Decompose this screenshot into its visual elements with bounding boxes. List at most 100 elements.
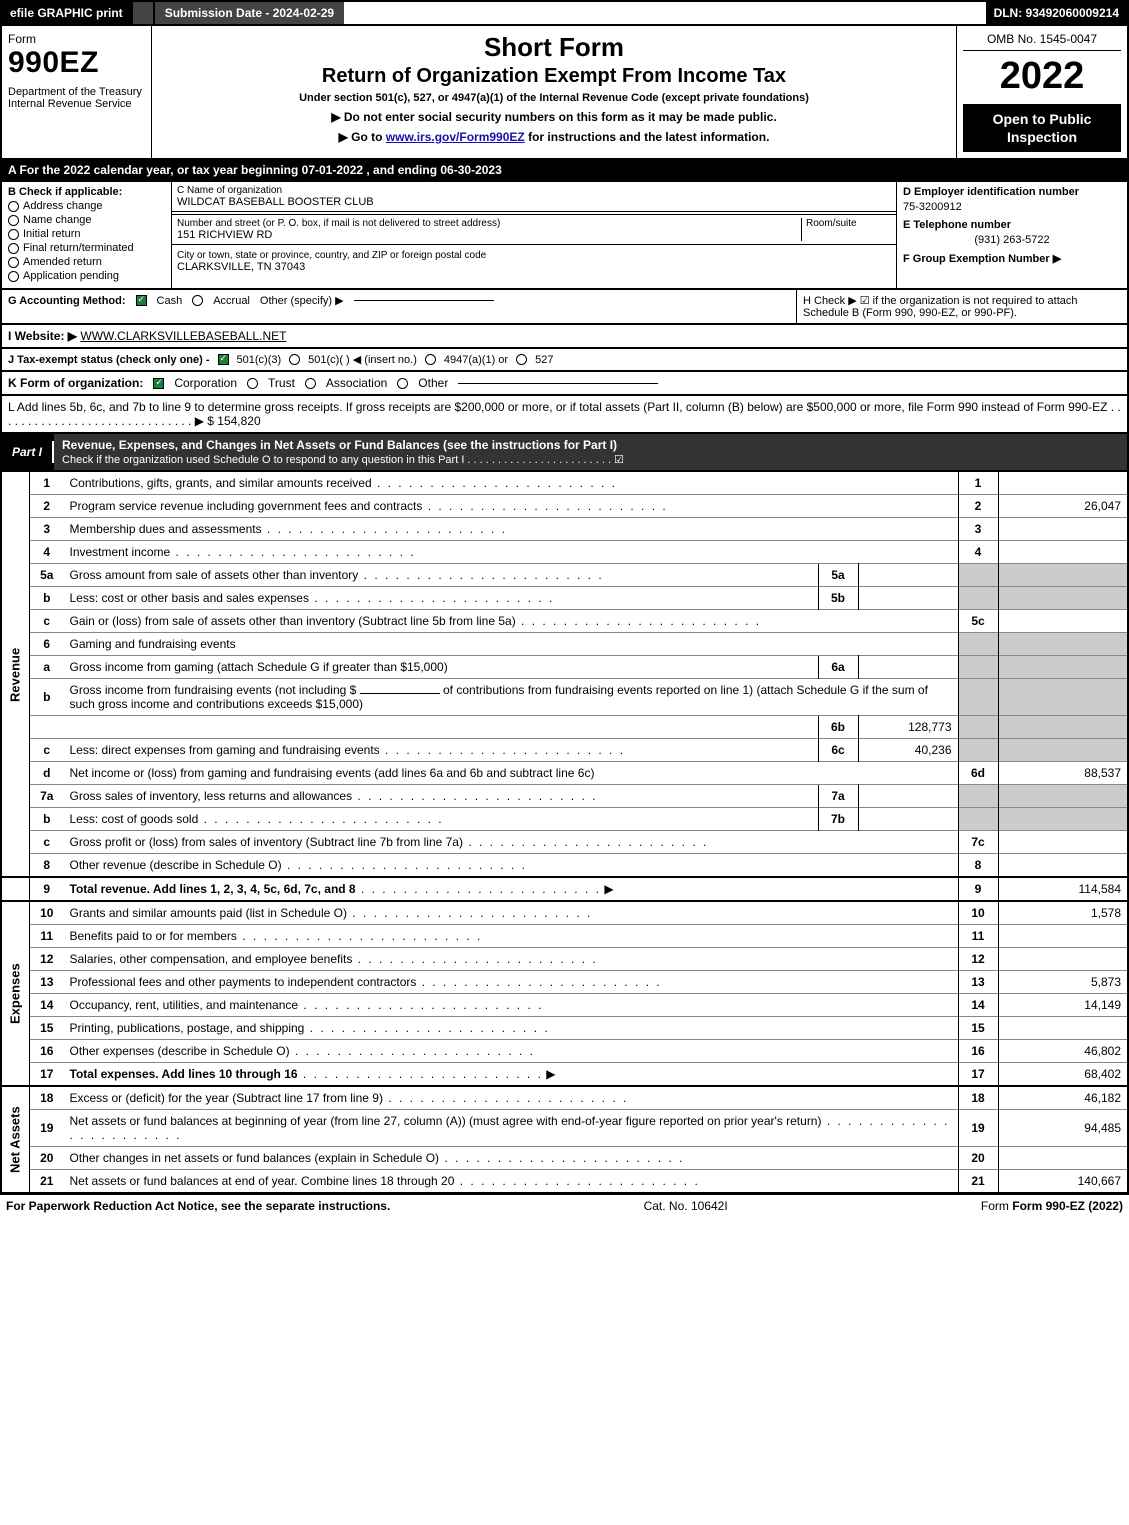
num-17: 17 <box>958 1063 998 1087</box>
chk-address-change[interactable] <box>8 201 19 212</box>
val-15 <box>998 1017 1128 1040</box>
chk-other-org[interactable] <box>397 378 408 389</box>
ln-21: 21 <box>30 1170 64 1194</box>
chk-initial-return[interactable] <box>8 229 19 240</box>
inval-7b <box>858 808 958 831</box>
chk-name-change[interactable] <box>8 215 19 226</box>
k-label: K Form of organization: <box>8 376 143 390</box>
row-k: K Form of organization: Corporation Trus… <box>0 372 1129 396</box>
dln: DLN: 93492060009214 <box>986 2 1127 24</box>
ln-20: 20 <box>30 1147 64 1170</box>
lbl-accrual: Accrual <box>213 295 250 307</box>
ln-5b: b <box>30 587 64 610</box>
val-9: 114,584 <box>998 877 1128 901</box>
form-header: Form 990EZ Department of the Treasury In… <box>0 26 1129 160</box>
inval-5a <box>858 564 958 587</box>
innum-6b: 6b <box>818 716 858 739</box>
lbl-address-change: Address change <box>23 200 103 212</box>
section-revenue: Revenue <box>1 472 30 877</box>
lbl-527: 527 <box>535 354 553 366</box>
chk-corp[interactable] <box>153 378 164 389</box>
shade-5a <box>958 564 998 587</box>
ln-7c: c <box>30 831 64 854</box>
chk-501c3[interactable] <box>218 354 229 365</box>
ln-6c: c <box>30 739 64 762</box>
chk-assoc[interactable] <box>305 378 316 389</box>
efile-label[interactable]: efile GRAPHIC print <box>2 2 131 24</box>
desc-6a: Gross income from gaming (attach Schedul… <box>64 656 819 679</box>
addr-label: Number and street (or P. O. box, if mail… <box>177 218 801 229</box>
desc-6: Gaming and fundraising events <box>64 633 959 656</box>
desc-20: Other changes in net assets or fund bala… <box>70 1151 685 1165</box>
page-footer: For Paperwork Reduction Act Notice, see … <box>0 1194 1129 1217</box>
val-14: 14,149 <box>998 994 1128 1017</box>
ln-12: 12 <box>30 948 64 971</box>
submission-date-2: Submission Date - 2024-02-29 <box>153 2 344 24</box>
lbl-other-method: Other (specify) ▶ <box>260 294 344 307</box>
ein-value: 75-3200912 <box>903 201 1121 213</box>
lbl-cash: Cash <box>157 295 183 307</box>
lbl-4947: 4947(a)(1) or <box>444 354 508 366</box>
innum-7b: 7b <box>818 808 858 831</box>
lbl-application-pending: Application pending <box>23 270 119 282</box>
other-method-input[interactable] <box>354 300 494 301</box>
val-8 <box>998 854 1128 878</box>
chk-4947[interactable] <box>425 354 436 365</box>
num-20: 20 <box>958 1147 998 1170</box>
val-17: 68,402 <box>998 1063 1128 1087</box>
desc-15: Printing, publications, postage, and shi… <box>70 1021 550 1035</box>
ln-17: 17 <box>30 1063 64 1087</box>
lbl-final-return: Final return/terminated <box>23 242 134 254</box>
val-11 <box>998 925 1128 948</box>
chk-final-return[interactable] <box>8 243 19 254</box>
chk-amended-return[interactable] <box>8 257 19 268</box>
val-3 <box>998 518 1128 541</box>
city-state-zip: CLARKSVILLE, TN 37043 <box>177 261 891 273</box>
contrib-input[interactable] <box>360 693 440 694</box>
num-4: 4 <box>958 541 998 564</box>
inval-6b: 128,773 <box>858 716 958 739</box>
row-l: L Add lines 5b, 6c, and 7b to line 9 to … <box>0 396 1129 434</box>
val-7c <box>998 831 1128 854</box>
val-20 <box>998 1147 1128 1170</box>
num-15: 15 <box>958 1017 998 1040</box>
shade-5a-v <box>998 564 1128 587</box>
desc-17: Total expenses. Add lines 10 through 16 <box>70 1067 298 1081</box>
desc-11: Benefits paid to or for members <box>70 929 483 943</box>
chk-501c[interactable] <box>289 354 300 365</box>
f-group-label: F Group Exemption Number ▶ <box>903 252 1121 265</box>
ln-1: 1 <box>30 472 64 495</box>
desc-8: Other revenue (describe in Schedule O) <box>70 858 527 872</box>
desc-9: Total revenue. Add lines 1, 2, 3, 4, 5c,… <box>70 882 356 896</box>
section-net-assets: Net Assets <box>1 1086 30 1193</box>
ln-5a: 5a <box>30 564 64 587</box>
form-number: 990EZ <box>8 46 145 80</box>
i-label: I Website: ▶ <box>8 329 77 343</box>
j-label: J Tax-exempt status (check only one) - <box>8 354 210 366</box>
val-16: 46,802 <box>998 1040 1128 1063</box>
innum-5b: 5b <box>818 587 858 610</box>
chk-application-pending[interactable] <box>8 271 19 282</box>
lbl-assoc: Association <box>326 376 387 390</box>
chk-trust[interactable] <box>247 378 258 389</box>
chk-527[interactable] <box>516 354 527 365</box>
desc-6b-1: Gross income from fundraising events (no… <box>70 683 357 697</box>
ln-8: 8 <box>30 854 64 878</box>
inval-6a <box>858 656 958 679</box>
lbl-other-org: Other <box>418 376 448 390</box>
ln-5c: c <box>30 610 64 633</box>
submission-date <box>131 2 153 24</box>
lbl-name-change: Name change <box>23 214 92 226</box>
chk-cash[interactable] <box>136 295 147 306</box>
phone-value: (931) 263-5722 <box>903 234 1121 246</box>
row-j: J Tax-exempt status (check only one) - 5… <box>0 349 1129 372</box>
other-org-input[interactable] <box>458 383 658 384</box>
row-gh: G Accounting Method: Cash Accrual Other … <box>0 290 1129 325</box>
ln-16: 16 <box>30 1040 64 1063</box>
chk-accrual[interactable] <box>192 295 203 306</box>
val-10: 1,578 <box>998 901 1128 925</box>
num-14: 14 <box>958 994 998 1017</box>
website-value[interactable]: WWW.CLARKSVILLEBASEBALL.NET <box>80 329 286 343</box>
goto-link[interactable]: www.irs.gov/Form990EZ <box>386 130 525 144</box>
part1-title: Revenue, Expenses, and Changes in Net As… <box>62 438 617 452</box>
